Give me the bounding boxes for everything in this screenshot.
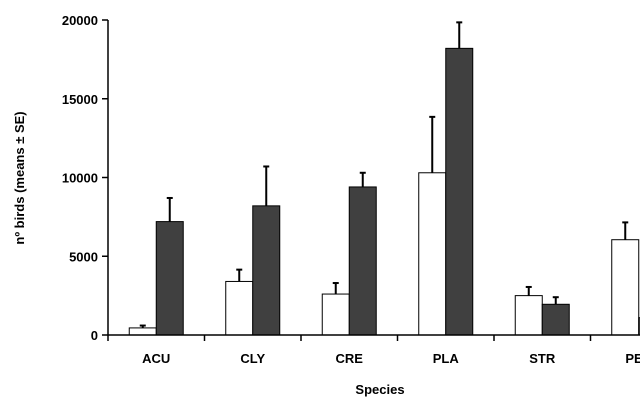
bar-pla-series-1 [418,172,447,336]
bar-pen-series-1 [611,239,640,336]
bar-acu-series-2 [155,221,184,336]
y-tick-label: 10000 [62,171,98,186]
bar-pla-series-2 [445,47,474,336]
bar-cly-series-2 [252,205,281,336]
bar-acu-series-1 [128,327,157,336]
bars-layer [128,47,640,336]
bar-cly-series-1 [225,280,254,336]
y-axis-ticks: 0 5000 10000 15000 20000 [62,13,108,343]
x-tick-label: ACU [142,351,170,366]
x-tick-label: CLY [240,351,265,366]
bar-pen-series-2 [638,317,640,336]
y-tick-label: 0 [91,328,98,343]
error-bars-layer [139,21,629,328]
y-tick-label: 5000 [69,249,98,264]
x-axis-ticks: ACU CLY CRE PLA STR PEN [107,335,640,366]
y-tick-label: 15000 [62,92,98,107]
bar-str-series-1 [514,295,543,336]
y-axis-title: nº birds (means ± SE) [12,111,27,244]
bar-str-series-2 [541,303,570,336]
x-tick-label: STR [529,351,556,366]
x-tick-label: PEN [625,351,640,366]
bar-cre-series-2 [348,186,377,336]
x-axis-title: Species [355,382,404,397]
bar-cre-series-1 [321,293,350,336]
x-tick-label: PLA [433,351,460,366]
y-tick-label: 20000 [62,13,98,28]
x-tick-label: CRE [336,351,364,366]
